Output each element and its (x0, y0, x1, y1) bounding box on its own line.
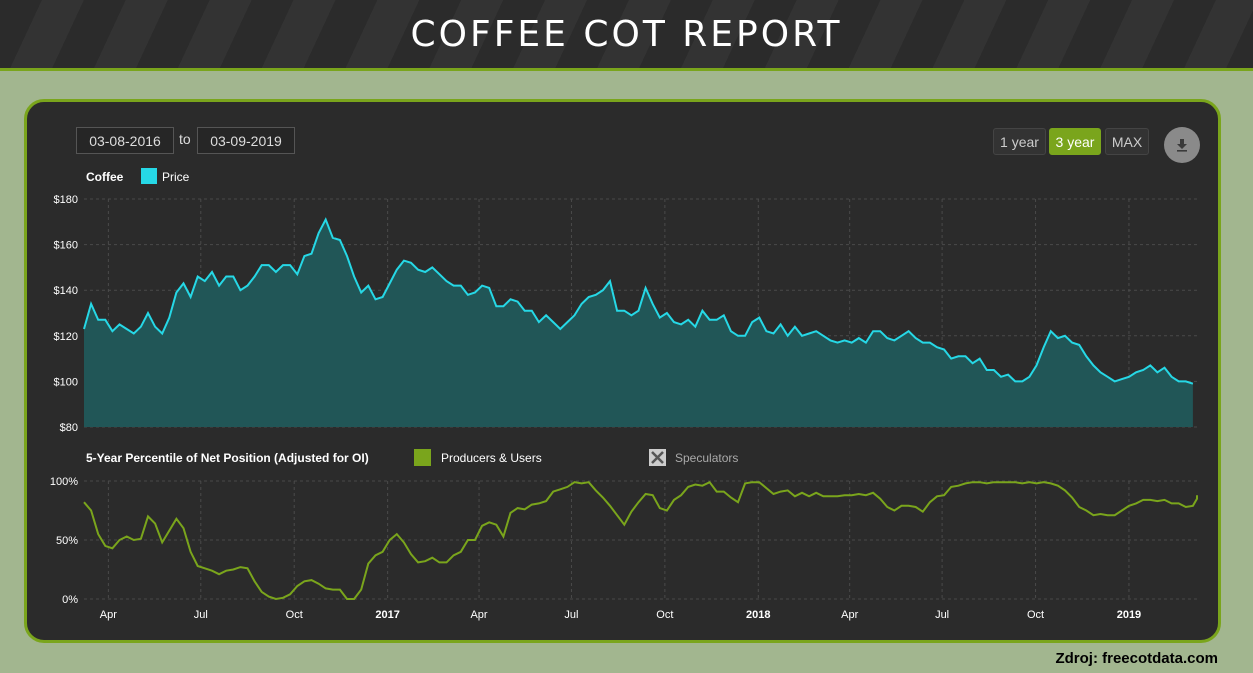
price-legend-swatch (141, 168, 157, 184)
date-to-input[interactable]: 03-09-2019 (197, 127, 295, 154)
x-tick-label: Jul (194, 609, 208, 621)
source-credit: Zdroj: freecotdata.com (1055, 650, 1218, 667)
x-tick-label: 2017 (375, 609, 399, 621)
range-3-year-button[interactable]: 3 year (1049, 128, 1101, 155)
x-tick-label: Jul (564, 609, 578, 621)
range-1-year-button[interactable]: 1 year (993, 128, 1046, 155)
price-area-fill (84, 219, 1193, 427)
producers-legend-swatch (414, 449, 431, 466)
top-y-tick-label: $80 (60, 422, 78, 434)
speculators-legend-label: Speculators (675, 451, 738, 465)
top-y-tick-label: $100 (54, 376, 78, 388)
download-button[interactable] (1164, 127, 1200, 163)
date-from-input[interactable]: 03-08-2016 (76, 127, 174, 154)
range-max-button[interactable]: MAX (1105, 128, 1149, 155)
x-tick-label: Apr (470, 609, 487, 621)
download-icon (1177, 139, 1187, 152)
top-y-tick-label: $120 (54, 331, 78, 343)
price-series-line (83, 217, 1194, 385)
bottom-chart-title: 5-Year Percentile of Net Position (Adjus… (86, 451, 369, 465)
top-chart-title: Coffee (86, 170, 124, 184)
x-tick-label: 2018 (746, 609, 770, 621)
x-tick-label: Jul (935, 609, 949, 621)
x-tick-label: Apr (100, 609, 117, 621)
page-title: COFFEE COT REPORT (410, 14, 843, 55)
bottom-y-tick-label: 0% (62, 594, 78, 606)
x-tick-label: Apr (841, 609, 858, 621)
top-y-tick-label: $140 (54, 285, 78, 297)
x-tick-label: Oct (286, 609, 303, 621)
producers-users-series-line (83, 480, 1198, 601)
to-label: to (179, 131, 191, 147)
x-tick-label: Oct (656, 609, 673, 621)
header-bar: COFFEE COT REPORT (0, 0, 1253, 71)
price-legend-label: Price (162, 170, 190, 184)
x-tick-label: Oct (1027, 609, 1044, 621)
bottom-y-tick-label: 100% (50, 476, 78, 488)
top-y-tick-label: $160 (54, 240, 78, 252)
speculators-hidden-icon (651, 451, 664, 464)
producers-legend-label: Producers & Users (441, 451, 542, 465)
x-tick-label: 2019 (1117, 609, 1141, 621)
bottom-y-tick-label: 50% (56, 535, 78, 547)
top-y-tick-label: $180 (54, 194, 78, 206)
